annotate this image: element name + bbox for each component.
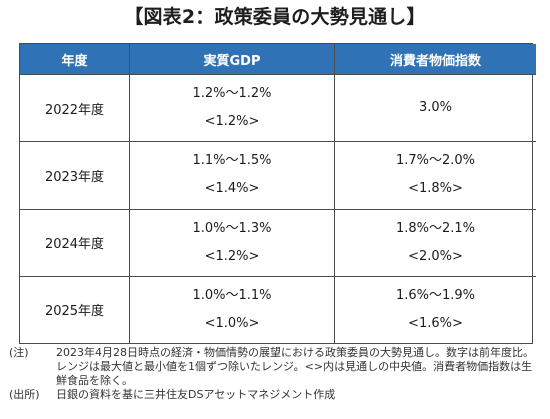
source-text: 日銀の資料を基に三井住友DSアセットマネジメント作成	[56, 388, 336, 401]
cpi-range: 1.8%～2.1%	[395, 220, 476, 236]
header-year: 年度	[20, 44, 130, 75]
forecast-table: 年度 実質GDP 消費者物価指数 2022年度 1.2%～1.2% <1.2%>…	[19, 43, 536, 344]
cpi-median: <1.6%>	[408, 315, 463, 331]
gdp-cell: 1.0%～1.3% <1.2%>	[129, 209, 335, 277]
year-cell: 2023年度	[20, 141, 130, 210]
source-label: (出所)	[9, 388, 40, 401]
cpi-cell: 1.7%～2.0% <1.8%>	[334, 141, 536, 210]
year-cell: 2022年度	[20, 74, 130, 143]
header-real-gdp: 実質GDP	[129, 44, 335, 75]
cpi-cell: 3.0%	[334, 74, 536, 143]
cpi-cell: 1.8%～2.1% <2.0%>	[334, 209, 536, 277]
cpi-median: <2.0%>	[408, 248, 463, 264]
table-row: 2022年度 1.2%～1.2% <1.2%> 3.0%	[20, 74, 536, 143]
gdp-median: <1.4%>	[204, 181, 260, 197]
cpi-range: 1.7%～2.0%	[395, 153, 476, 169]
note-text: 2023年4月28日時点の経済・物価情勢の展望における政策委員の大勢見通し。数字…	[56, 346, 534, 387]
table-row: 2025年度 1.0%～1.1% <1.0%> 1.6%～1.9% <1.6%>	[20, 276, 536, 343]
cpi-range: 3.0%	[418, 100, 453, 116]
year-cell: 2024年度	[20, 209, 130, 277]
footnotes: (注) 2023年4月28日時点の経済・物価情勢の展望における政策委員の大勢見通…	[9, 346, 542, 402]
table-row: 2024年度 1.0%～1.3% <1.2%> 1.8%～2.1% <2.0%>	[20, 209, 536, 277]
cpi-range: 1.6%～1.9%	[395, 287, 476, 303]
gdp-cell: 1.2%～1.2% <1.2%>	[129, 74, 335, 143]
gdp-range: 1.0%～1.3%	[192, 220, 272, 236]
gdp-range: 1.1%～1.5%	[192, 153, 272, 169]
gdp-median: <1.2%>	[204, 248, 260, 264]
cpi-median: <1.8%>	[408, 181, 463, 197]
gdp-median: <1.2%>	[204, 114, 260, 130]
source-row: (出所) 日銀の資料を基に三井住友DSアセットマネジメント作成	[9, 388, 542, 402]
table-row: 2023年度 1.1%～1.5% <1.4%> 1.7%～2.0% <1.8%>	[20, 141, 536, 210]
cpi-cell: 1.6%～1.9% <1.6%>	[335, 276, 537, 343]
year-cell: 2025年度	[20, 276, 130, 343]
gdp-cell: 1.0%～1.1% <1.0%>	[129, 276, 335, 343]
note-row: (注) 2023年4月28日時点の経済・物価情勢の展望における政策委員の大勢見通…	[9, 346, 542, 388]
gdp-median: <1.0%>	[204, 315, 260, 331]
header-cpi: 消費者物価指数	[334, 44, 536, 75]
gdp-range: 1.0%～1.1%	[192, 287, 272, 303]
page-title: 【図表2：政策委員の大勢見通し】	[124, 6, 426, 28]
gdp-range: 1.2%～1.2%	[192, 86, 272, 102]
note-label: (注)	[9, 346, 29, 359]
table-header-row: 年度 実質GDP 消費者物価指数	[20, 44, 536, 75]
gdp-cell: 1.1%～1.5% <1.4%>	[129, 141, 335, 210]
